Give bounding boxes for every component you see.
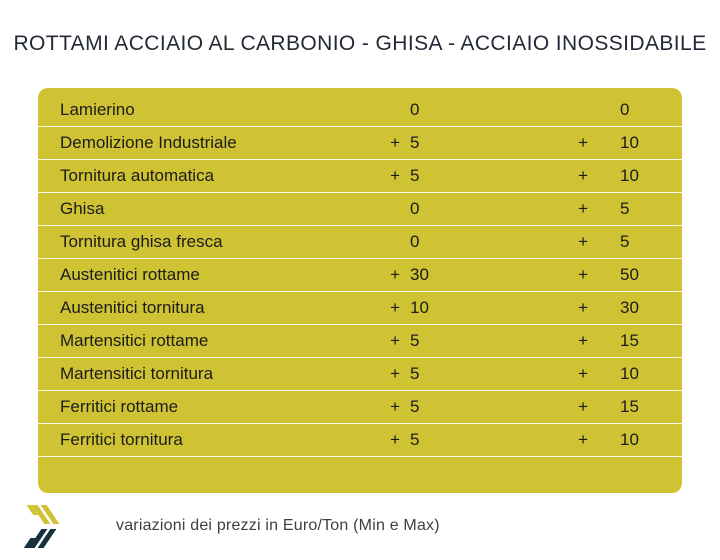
max-sign: + <box>578 265 588 284</box>
min-value: 5 <box>410 430 420 449</box>
min-value: 5 <box>410 166 420 185</box>
max-value: 10 <box>620 364 639 383</box>
table-row: Ghisa 0 + 5 <box>38 193 682 226</box>
row-label: Tornitura ghisa fresca <box>60 232 223 251</box>
table-row: Tornitura automatica + 5 + 10 <box>38 160 682 193</box>
max-sign: + <box>578 331 588 350</box>
max-value: 15 <box>620 397 639 416</box>
min-value: 5 <box>410 133 420 152</box>
row-label: Ferritici tornitura <box>60 430 183 449</box>
row-label: Ghisa <box>60 199 105 218</box>
row-label: Martensitici tornitura <box>60 364 214 383</box>
row-label: Tornitura automatica <box>60 166 215 185</box>
min-sign <box>370 226 400 258</box>
logo-top-slashes <box>26 505 76 524</box>
max-value: 50 <box>620 265 639 284</box>
max-value: 10 <box>620 133 639 152</box>
min-sign: + <box>390 133 400 152</box>
row-label: Demolizione Industriale <box>60 133 237 152</box>
max-sign: + <box>578 199 588 218</box>
row-label: Martensitici rottame <box>60 331 209 350</box>
table-row: Ferritici tornitura + 5 + 10 <box>38 424 682 457</box>
min-value: 0 <box>410 232 420 251</box>
min-sign: + <box>390 298 400 317</box>
min-sign: + <box>390 397 400 416</box>
min-sign <box>370 94 400 126</box>
table-row: Austenitici tornitura + 10 + 30 <box>38 292 682 325</box>
min-value: 0 <box>410 100 420 119</box>
min-sign: + <box>390 430 400 449</box>
min-value: 5 <box>410 364 420 383</box>
table-row: Demolizione Industriale + 5 + 10 <box>38 127 682 160</box>
max-sign: + <box>578 364 588 383</box>
max-sign: + <box>578 430 588 449</box>
table-bottom-pad <box>38 457 682 493</box>
table-row: Lamierino 0 0 <box>38 94 682 127</box>
max-value: 15 <box>620 331 639 350</box>
table-row: Tornitura ghisa fresca 0 + 5 <box>38 226 682 259</box>
row-label: Ferritici rottame <box>60 397 179 416</box>
table-rows: Lamierino 0 0 Demolizione Industriale + … <box>38 94 682 457</box>
max-value: 0 <box>620 100 630 119</box>
max-sign: + <box>578 298 588 317</box>
page-title: ROTTAMI ACCIAIO AL CARBONIO - GHISA - AC… <box>13 32 707 55</box>
min-sign: + <box>390 166 400 185</box>
table-row: Ferritici rottame + 5 + 15 <box>38 391 682 424</box>
row-label: Austenitici rottame <box>60 265 200 284</box>
table-row: Austenitici rottame + 30 + 50 <box>38 259 682 292</box>
min-sign: + <box>390 364 400 383</box>
logo-icon <box>23 503 76 549</box>
min-value: 10 <box>410 298 429 317</box>
row-label: Austenitici tornitura <box>60 298 205 317</box>
max-sign: + <box>578 166 588 185</box>
min-value: 5 <box>410 397 420 416</box>
max-value: 10 <box>620 166 639 185</box>
footer-caption: variazioni dei prezzi in Euro/Ton (Min e… <box>116 517 440 534</box>
price-table: Lamierino 0 0 Demolizione Industriale + … <box>38 88 682 493</box>
max-value: 5 <box>620 232 630 251</box>
min-sign: + <box>390 331 400 350</box>
min-sign: + <box>390 265 400 284</box>
row-label: Lamierino <box>60 100 135 119</box>
max-sign <box>558 94 588 126</box>
min-value: 30 <box>410 265 429 284</box>
max-sign: + <box>578 232 588 251</box>
min-value: 5 <box>410 331 420 350</box>
max-value: 5 <box>620 199 630 218</box>
min-sign <box>370 193 400 225</box>
max-value: 10 <box>620 430 639 449</box>
footer: variazioni dei prezzi in Euro/Ton (Min e… <box>23 501 720 551</box>
table-row: Martensitici tornitura + 5 + 10 <box>38 358 682 391</box>
max-sign: + <box>578 397 588 416</box>
logo-bottom-slashes <box>23 529 76 548</box>
max-value: 30 <box>620 298 639 317</box>
table-row: Martensitici rottame + 5 + 15 <box>38 325 682 358</box>
max-sign: + <box>578 133 588 152</box>
min-value: 0 <box>410 199 420 218</box>
